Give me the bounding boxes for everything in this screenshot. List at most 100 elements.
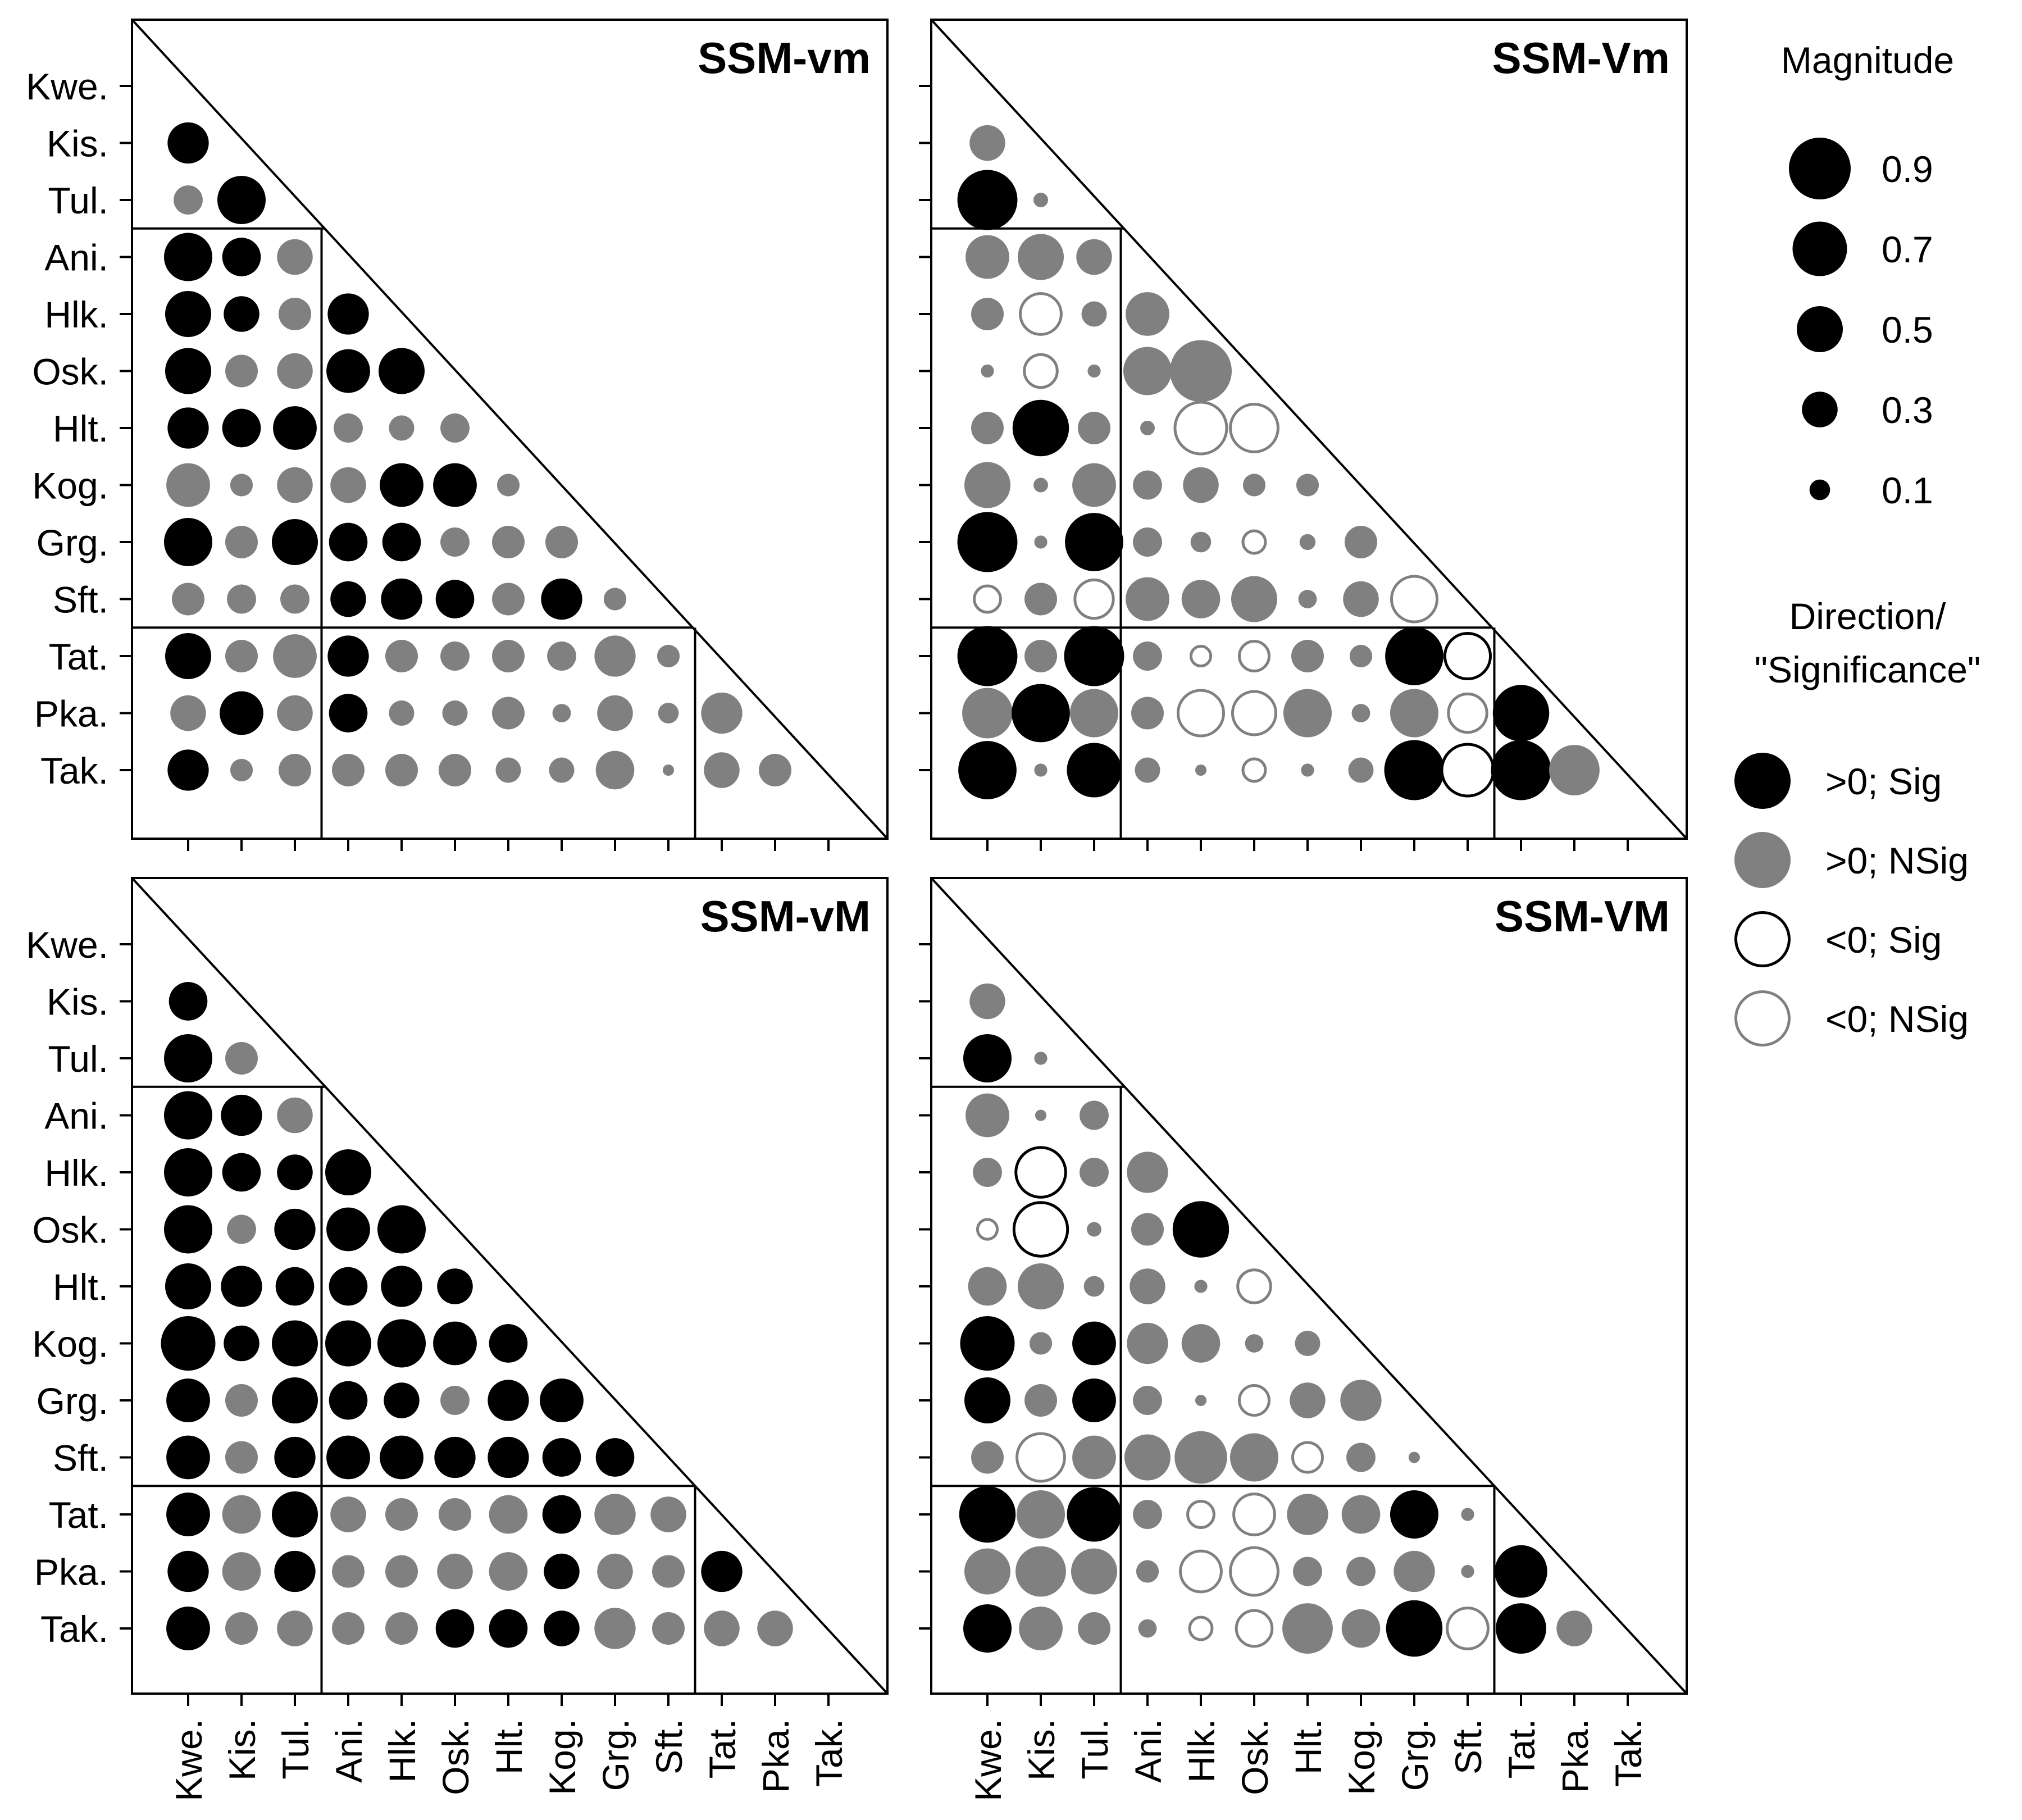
bubble-ani-tul [277,239,313,275]
bubble-tul-kwe [963,1034,1012,1083]
bubble-tak-hlk [385,754,418,786]
bubble-pka-kis [1015,1546,1066,1597]
bubble-tat-sft [1461,1508,1474,1521]
bubble-grg-kwe [957,512,1018,572]
y-tick-label: Kog. [32,465,108,507]
bubble-pka-osk [1229,1546,1279,1597]
x-tick-label: Hlt. [1287,1719,1329,1775]
bubble-tak-ani [1135,757,1160,783]
x-tick-label: Kis. [1021,1719,1062,1781]
bubble-sft-kog [1343,581,1379,617]
y-tick-label: Tul. [48,1038,108,1080]
bubble-pka-osk [442,700,468,726]
magnitude-legend-bubble [1802,392,1838,427]
bubble-tak-sft [662,764,675,776]
bubble-tak-sft [1446,1607,1490,1650]
x-tick-label: Osk. [435,1719,476,1795]
bubble-sft-kis [225,1441,258,1474]
bubble-grg-ani [1133,527,1162,557]
bubble-hlt-kwe [165,1263,212,1310]
bubble-hlt-kwe [968,1267,1007,1306]
direction-legend-label: <0; Sig [1825,919,1942,961]
magnitude-legend-items: 0.9 0.7 0.5 0.3 0.1 [1788,137,1933,511]
bubble-osk-kis [1023,353,1059,389]
bubble-hlt-osk [440,413,470,443]
panel-ssm-vm: SSM-Vm [919,19,1688,851]
bubble-hlt-tul [1078,412,1110,444]
x-tick-label: Kis. [221,1719,263,1781]
y-tick-label: Kis. [47,123,108,165]
bubble-grg-osk [440,527,470,557]
bubble-kog-osk [1242,474,1266,497]
x-tick-label: Grg. [1394,1719,1436,1791]
bubble-pka-ani [1131,697,1164,730]
bubble-tak-osk [1241,757,1267,783]
bubble-hlt-kis [222,408,261,448]
bubble-hlt-hlk [1173,401,1228,456]
bubble-sft-osk [435,580,475,618]
bubble-sft-ani [326,1435,370,1480]
bubble-pka-tul [274,1550,316,1593]
bubble-tat-osk [440,641,470,671]
bubble-tak-hlt [1282,1603,1333,1654]
bubble-tak-tul [277,1610,313,1646]
bubble-tak-hlk [1195,764,1207,776]
legend: Magnitude Direction/ "Significance" 0.90… [1734,39,1980,1046]
magnitude-legend-bubble [1788,137,1851,200]
bubble-tat-kwe [165,633,212,680]
bubble-tak-osk [1235,1609,1274,1648]
bubble-pka-hlt [1283,689,1332,738]
bubble-tat-kwe [166,1493,210,1536]
bubble-sft-grg [1390,575,1439,624]
bubble-grg-hlk [382,522,421,562]
bubble-sft-grg [603,588,627,611]
bubble-kog-kis [224,1325,259,1362]
bubble-tak-sft [652,1612,685,1645]
bubble-hlk-kwe [971,298,1004,330]
bubble-kog-ani [1127,1322,1168,1364]
bubble-ani-tul [1080,1100,1109,1130]
bubble-kog-kwe [964,462,1011,508]
bubble-sft-kog [541,578,582,620]
bubble-pka-kog [544,1553,580,1590]
bubble-tat-ani [1133,1500,1162,1529]
bubble-grg-osk [1238,1384,1270,1417]
bubble-hlt-osk [1229,403,1279,453]
bubble-pka-grg [597,1553,633,1590]
bubble-kog-osk [1245,1334,1264,1353]
bubble-pka-tat [1495,1545,1547,1598]
bubble-tat-kis [225,640,258,672]
bubble-hlt-kwe [971,412,1004,444]
panels: Kwe. Kis. Tul. Ani. Hlk. Osk. Hlt. Kog. Grg. Sft.… [26,19,1688,1801]
bubble-tul-kis [1033,193,1048,207]
y-tick-label: Ani. [44,1095,108,1137]
bubble-sft-kwe [973,584,1002,614]
bubble-hlk-ani [327,293,369,335]
bubble-tak-hlk [1188,1616,1214,1641]
bubble-hlt-hlk [389,415,415,441]
x-tick-label: Hlk. [1181,1719,1222,1783]
bubble-tak-kog [544,1610,580,1646]
bubble-tak-tat [1491,740,1551,800]
bubble-pka-hlt [492,697,525,730]
bubble-grg-ani [1133,1386,1162,1415]
bubble-tul-kwe [174,185,203,215]
bubble-tak-hlt [489,1609,528,1648]
bubble-kog-kis [230,474,253,497]
bubble-tat-osk [1238,640,1270,672]
bubble-hlt-tul [275,1267,315,1306]
bubble-tak-hlt [1301,763,1314,777]
bubble-hlt-kwe [167,407,209,449]
bubble-pka-ani [1136,1560,1159,1583]
bubble-sft-kog [542,1438,581,1477]
bubble-ani-kis [221,1094,262,1136]
bubble-pka-kog [552,704,571,722]
bubble-tak-kog [1341,1609,1381,1648]
bubble-hlk-kwe [163,1148,213,1197]
bubble-tak-tat [704,1610,740,1646]
panel-title: SSM-vM [700,891,871,941]
bubble-grg-kis [1024,1384,1057,1417]
direction-legend-symbol [1734,990,1791,1046]
y-tick-label: Pka. [34,1551,108,1593]
bubble-kog-hlt [1296,474,1319,497]
